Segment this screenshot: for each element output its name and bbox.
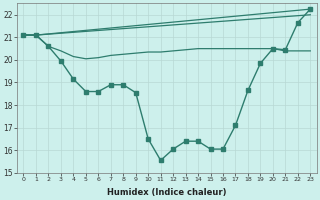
X-axis label: Humidex (Indice chaleur): Humidex (Indice chaleur)	[107, 188, 227, 197]
